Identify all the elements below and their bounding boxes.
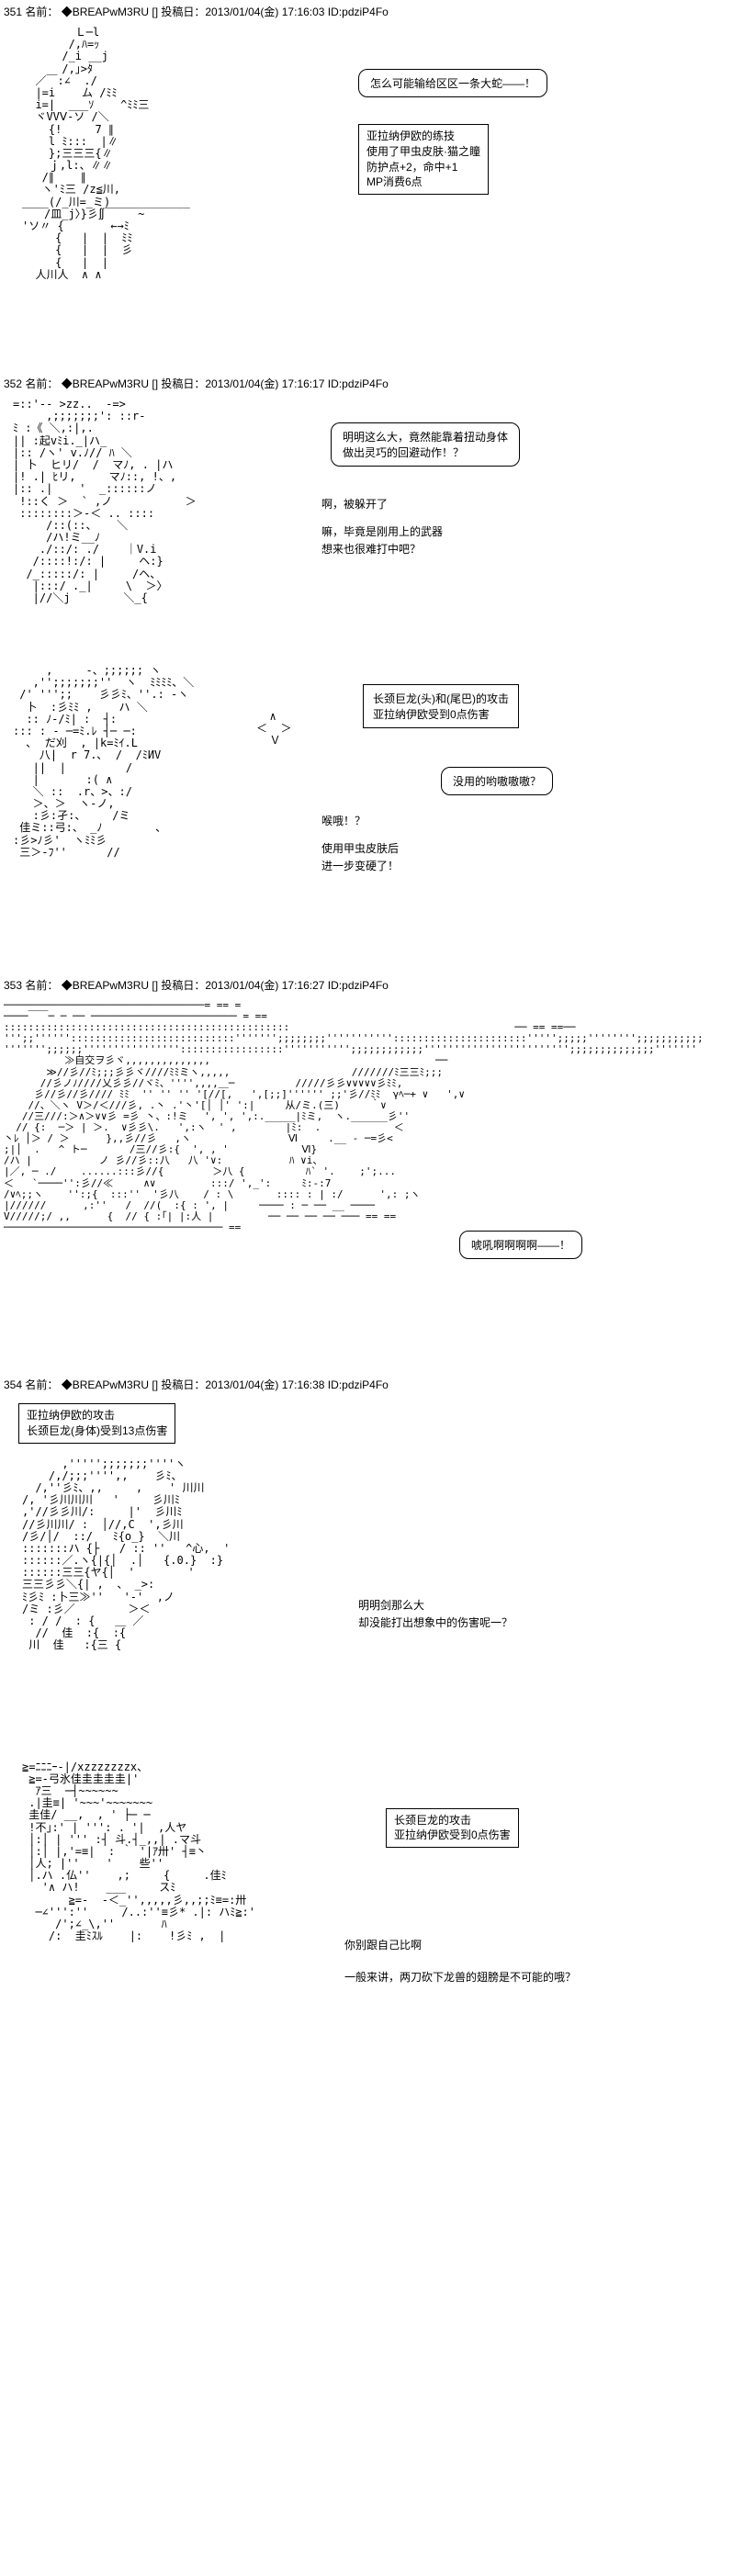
post-354: 354 名前： ◆BREAPwM3RU [] 投稿日：2013/01/04(金)… (0, 1373, 744, 2070)
ascii-art: ,''''';;;;;;;''''ヽ /,/;;;'''',, 彡ﾐ、 /,''… (18, 1455, 233, 1656)
speech-bubble: 怎么可能输给区区一条大蛇——！ (358, 69, 547, 97)
post-352: 352 名前： ◆BREAPwM3RU [] 投稿日：2013/01/04(金)… (0, 372, 744, 955)
dialogue-text: 啊，被躲开了 (321, 496, 388, 513)
ascii-art: =::'-- >zz.. ‐=> ,;;;;;;;': ::r- ﾐ :《 ＼,… (9, 395, 200, 608)
ascii-art: ≧=ﾆﾆﾆｰ-|/xzzzzzzzx、 ≧=-弓氷佳圭圭圭圭|' ｱ三 ─┤~~… (18, 1758, 259, 1947)
post-header: 351 名前： ◆BREAPwM3RU [] 投稿日：2013/01/04(金)… (0, 0, 744, 23)
dialogue-text: 嘛，毕竟是刚用上的武器 想来也很难打中吧？ (321, 523, 443, 558)
post-353: 353 名前： ◆BREAPwM3RU [] 投稿日：2013/01/04(金)… (0, 973, 744, 1355)
dialogue-text: 一般来讲，两刀砍下龙兽的翅膀是不可能的哦？ (344, 1969, 576, 1986)
dialogue-text: 使用甲虫皮肤后 进一步变硬了！ (321, 840, 399, 875)
dialogue-text: 喉哦！？ (321, 813, 366, 830)
info-box: 亚拉纳伊欧的攻击 长颈巨龙(身体)受到13点伤害 (18, 1403, 175, 1444)
info-box: 亚拉纳伊欧的练技 使用了甲虫皮肤·猫之瞳 防护点+2，命中+1 MP消费6点 (358, 124, 489, 195)
speech-bubble: 唬吼啊啊啊啊——！ (459, 1231, 582, 1259)
post-351: 351 名前： ◆BREAPwM3RU [] 投稿日：2013/01/04(金)… (0, 0, 744, 354)
post-header: 354 名前： ◆BREAPwM3RU [] 投稿日：2013/01/04(金)… (0, 1373, 744, 1396)
post-header: 353 名前： ◆BREAPwM3RU [] 投稿日：2013/01/04(金)… (0, 973, 744, 996)
post-header: 352 名前： ◆BREAPwM3RU [] 投稿日：2013/01/04(金)… (0, 372, 744, 395)
speech-bubble: 明明这么大，竟然能靠着扭动身体 做出灵巧的回避动作！？ (331, 422, 520, 467)
info-box: 长颈巨龙的攻击 亚拉纳伊欧受到0点伤害 (386, 1808, 519, 1849)
dialogue-text: 明明剑那么大 却没能打出想象中的伤害呢一？ (358, 1597, 513, 1632)
ascii-art: ─────────────────────────────────= == = … (0, 996, 707, 1237)
ascii-art: ∧ ＜ ＞ Ｖ (253, 707, 295, 751)
ascii-art: , -、;;;;;; ヽ ,'';;;;;;;'' ヽ ﾐﾐﾐﾐ、＼ /' ''… (9, 661, 197, 862)
info-box: 长颈巨龙(头)和(尾巴)的攻击 亚拉纳伊欧受到0点伤害 (363, 684, 519, 728)
ascii-art: Ｌ─l /,ﾊ=ｯ /_i __j /,｣>ﾀ ／￣:∠ ./ |=i ム /ﾐ… (18, 23, 194, 285)
speech-bubble: 没用的哟嗷嗷嗷？ (441, 767, 553, 795)
dialogue-text: 你别跟自己比啊 (344, 1937, 422, 1954)
